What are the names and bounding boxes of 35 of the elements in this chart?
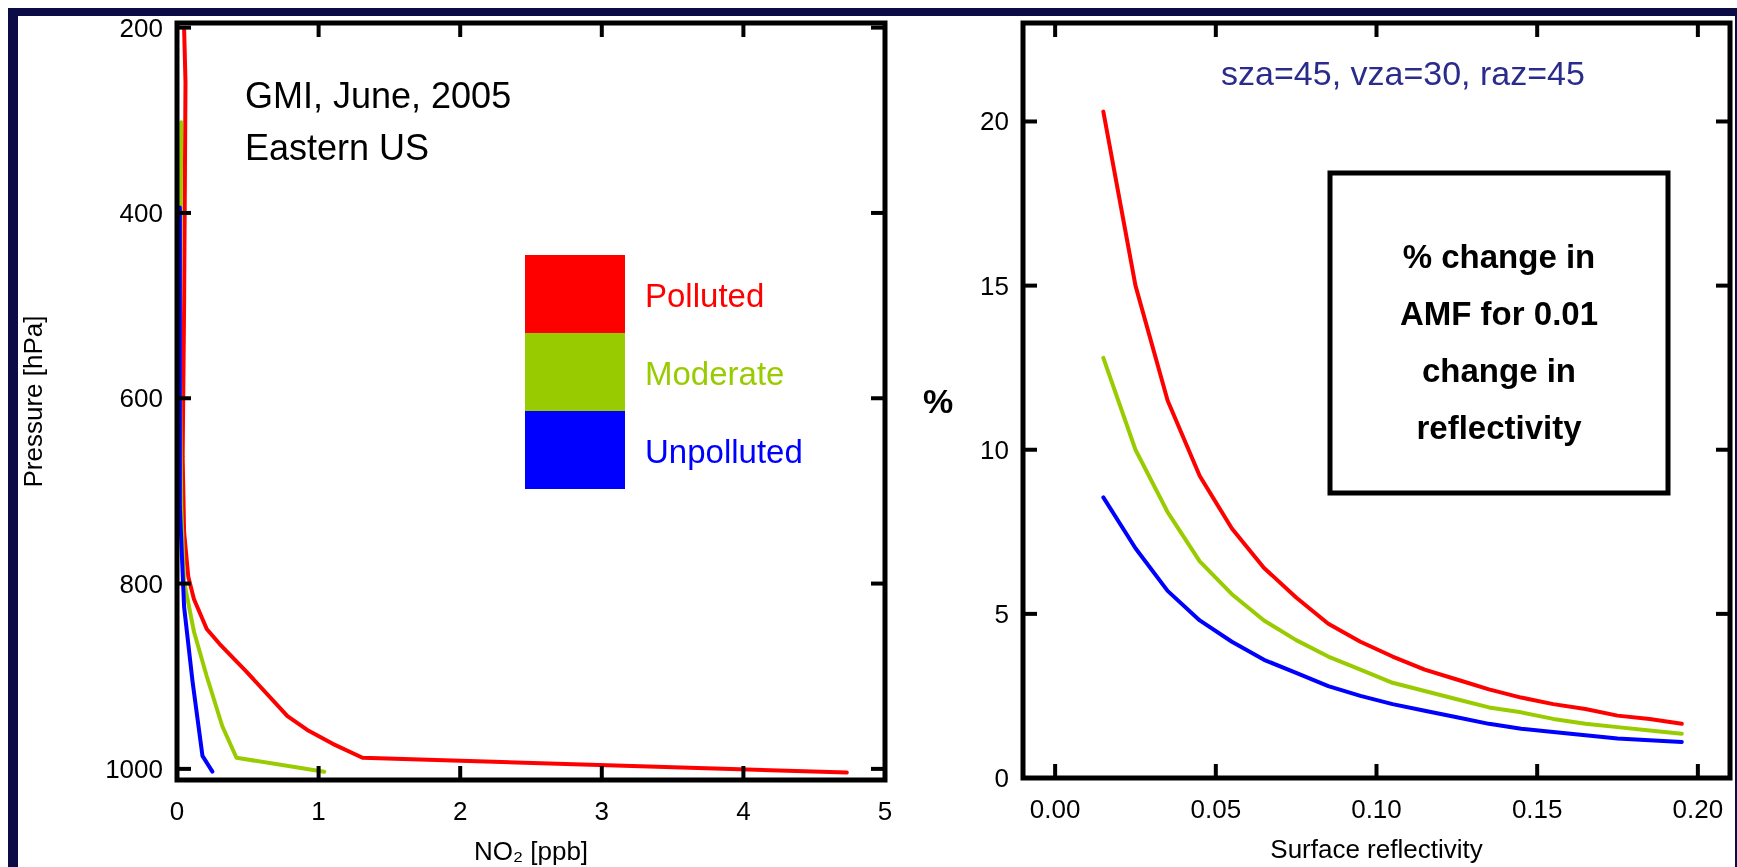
legend-label: Unpolluted bbox=[645, 433, 803, 470]
x-tick-label: 0.10 bbox=[1351, 794, 1402, 824]
y-axis-title: Pressure [hPa] bbox=[18, 315, 48, 488]
y-tick-label: 15 bbox=[980, 270, 1009, 301]
annotation: % change in AMF for 0.01 change in reflectivity bbox=[1399, 238, 1599, 446]
x-tick-label: 5 bbox=[877, 796, 893, 826]
y-tick-label: 800 bbox=[119, 568, 163, 599]
x-tick-label: 0.15 bbox=[1511, 794, 1563, 824]
y-tick-label: 600 bbox=[119, 383, 163, 414]
x-tick-label: 0.00 bbox=[1029, 794, 1081, 824]
y-tick-label: 200 bbox=[119, 12, 163, 43]
y-tick-label: 1000 bbox=[105, 753, 163, 784]
line-series bbox=[1101, 495, 1684, 744]
annotation: GMI, June, 2005 Eastern US bbox=[245, 75, 512, 168]
x-tick-label: 0 bbox=[169, 796, 185, 826]
x-tick-label: 4 bbox=[736, 796, 751, 826]
x-tick-label: 2 bbox=[452, 796, 468, 826]
y-tick-label: 400 bbox=[119, 197, 163, 228]
x-axis-title: Surface reflectivity bbox=[1270, 834, 1483, 864]
x-tick-label: 0.05 bbox=[1190, 794, 1242, 824]
line-series bbox=[177, 205, 215, 774]
line-series bbox=[1101, 109, 1684, 726]
y-tick-label: 10 bbox=[980, 434, 1009, 465]
line-series bbox=[1101, 355, 1684, 736]
y-tick-label: 0 bbox=[994, 763, 1009, 793]
legend-label: Moderate bbox=[645, 355, 785, 392]
legend-label: Polluted bbox=[645, 277, 765, 314]
x-tick-label: 1 bbox=[311, 796, 326, 826]
y-tick-label: 20 bbox=[980, 106, 1009, 137]
x-axis-title: NO₂ [ppb] bbox=[473, 836, 589, 866]
x-tick-label: 0.20 bbox=[1672, 794, 1724, 824]
annotation: sza=45, vza=30, raz=45 bbox=[1221, 54, 1585, 92]
x-tick-label: 3 bbox=[594, 796, 610, 826]
y-tick-label: 5 bbox=[994, 598, 1009, 629]
y-axis-title: % bbox=[922, 381, 954, 420]
